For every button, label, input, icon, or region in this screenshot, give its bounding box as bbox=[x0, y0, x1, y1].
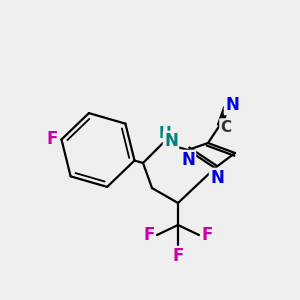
Text: F: F bbox=[201, 226, 213, 244]
Text: N: N bbox=[164, 132, 178, 150]
Text: F: F bbox=[47, 130, 58, 148]
Text: C: C bbox=[220, 119, 232, 134]
Text: F: F bbox=[143, 226, 155, 244]
Text: N: N bbox=[181, 151, 195, 169]
Text: H: H bbox=[159, 125, 171, 140]
Text: N: N bbox=[210, 169, 224, 187]
Text: N: N bbox=[225, 96, 239, 114]
Text: F: F bbox=[172, 247, 184, 265]
